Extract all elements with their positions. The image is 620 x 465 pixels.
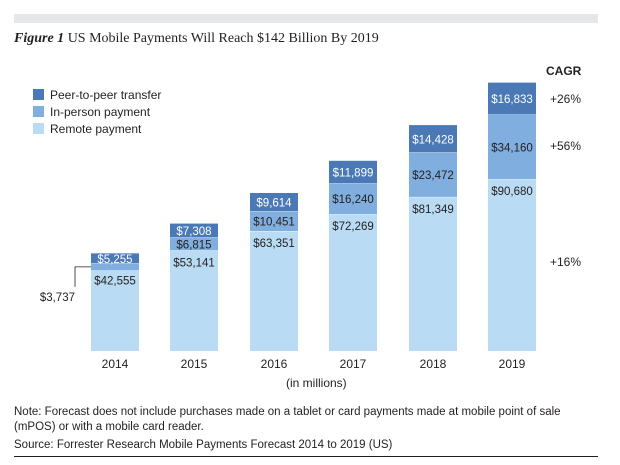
bar-peer-2015 <box>170 223 218 238</box>
data-label-in-person-2019: $34,160 <box>491 142 533 154</box>
data-label-peer-2017: $11,899 <box>333 168 374 180</box>
data-label-peer-2015: $7,308 <box>176 226 211 238</box>
bar-remote-2018 <box>409 196 457 351</box>
cagr-remote: +16% <box>550 255 582 269</box>
data-label-in-person-2014: $3,737 <box>40 292 75 304</box>
bar-remote-2015 <box>170 250 218 351</box>
bar-remote-2014 <box>91 270 139 351</box>
legend-label-in-person: In-person payment <box>50 104 151 119</box>
bar-peer-2019 <box>488 82 536 115</box>
cagr-title: CAGR <box>546 64 582 78</box>
bar-peer-2018 <box>409 125 457 153</box>
unit-label: (in millions) <box>286 376 347 390</box>
data-label-in-person-2018: $23,472 <box>412 170 454 182</box>
cagr-in-person: +56% <box>550 139 582 153</box>
bar-remote-2017 <box>329 214 377 351</box>
x-tick-label-2018: 2018 <box>420 357 447 371</box>
data-label-remote-2016: $63,351 <box>253 238 295 250</box>
leader-line-in-person-2014 <box>74 266 91 287</box>
figure-title: Figure 1 US Mobile Payments Will Reach $… <box>14 31 379 47</box>
x-tick-label-2014: 2014 <box>102 357 129 371</box>
data-label-remote-2019: $90,680 <box>491 186 533 198</box>
legend-swatch-peer <box>33 89 44 100</box>
data-label-peer-2019: $16,833 <box>491 94 533 106</box>
data-label-peer-2014: $5,255 <box>97 254 132 266</box>
bar-in-person-2018 <box>409 152 457 197</box>
legend-label-peer: Peer-to-peer transfer <box>50 87 162 102</box>
bar-peer-2016 <box>250 192 298 212</box>
legend-label-remote: Remote payment <box>50 121 142 136</box>
bar-remote-2016 <box>250 230 298 351</box>
bar-in-person-2015 <box>170 237 218 251</box>
bar-remote-2019 <box>488 179 536 351</box>
top-rule <box>14 14 598 23</box>
legend-item-in-person: In-person payment <box>33 103 161 120</box>
data-label-remote-2014: $42,555 <box>94 275 136 287</box>
bar-in-person-2019 <box>488 114 536 180</box>
legend: Peer-to-peer transfer In-person payment … <box>33 86 161 137</box>
data-label-in-person-2015: $6,815 <box>176 239 211 251</box>
footnote: Note: Forecast does not include purchase… <box>14 406 561 433</box>
legend-swatch-in-person <box>33 106 44 117</box>
bar-in-person-2014 <box>91 263 139 271</box>
bar-in-person-2017 <box>329 183 377 215</box>
x-tick-label-2015: 2015 <box>181 357 208 371</box>
x-tick-label-2016: 2016 <box>261 357 288 371</box>
bottom-rule <box>14 456 598 457</box>
bar-peer-2017 <box>329 160 377 184</box>
x-tick-label-2017: 2017 <box>340 357 367 371</box>
data-label-in-person-2016: $10,451 <box>253 217 295 229</box>
data-label-remote-2017: $72,269 <box>332 221 374 233</box>
legend-item-remote: Remote payment <box>33 120 161 137</box>
data-label-in-person-2017: $16,240 <box>332 194 374 206</box>
data-label-remote-2018: $81,349 <box>412 204 454 216</box>
legend-item-peer: Peer-to-peer transfer <box>33 86 161 103</box>
x-tick-label-2019: 2019 <box>499 357 526 371</box>
cagr-peer: +26% <box>550 92 582 106</box>
figure-label: Figure 1 <box>14 31 65 46</box>
legend-swatch-remote <box>33 123 44 134</box>
source-text: Source: Forrester Research Mobile Paymen… <box>14 439 393 451</box>
stacked-bar-chart: $42,555 $3,737 $5,255 2014 $53,141 $6,815$7,3… <box>40 82 536 371</box>
data-label-peer-2018: $14,428 <box>412 134 454 146</box>
bar-peer-2014 <box>91 253 139 264</box>
data-label-peer-2016: $9,614 <box>256 198 292 210</box>
bar-in-person-2016 <box>250 211 298 231</box>
data-label-remote-2015: $53,141 <box>173 257 215 269</box>
title-text: US Mobile Payments Will Reach $142 Billi… <box>67 31 379 46</box>
